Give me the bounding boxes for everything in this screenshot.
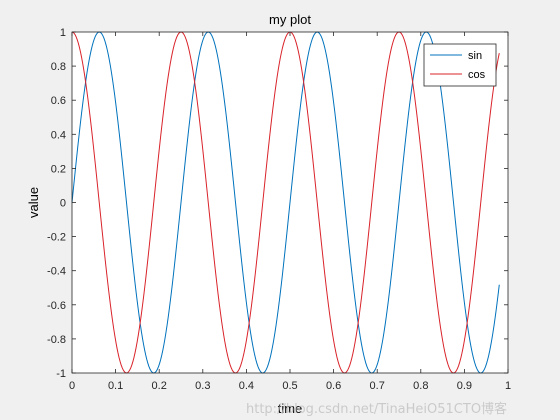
y-tick-label: 0 [60, 198, 66, 210]
y-tick-label: -0.6 [47, 300, 66, 312]
y-tick-label: -0.2 [47, 232, 66, 244]
series-line-sin [71, 31, 500, 374]
y-tick-label: 0.8 [51, 61, 66, 73]
chart-title: my plot [269, 12, 311, 27]
y-tick-label: 1 [60, 27, 66, 39]
plot-lines [71, 31, 500, 374]
x-tick-label: 0.9 [457, 380, 472, 392]
x-tick-label: 0.8 [413, 380, 428, 392]
x-tick-label: 0.6 [326, 380, 341, 392]
legend-label-cos: cos [468, 69, 486, 81]
y-tick-label: 0.2 [51, 163, 66, 175]
y-axis-label: value [26, 187, 41, 218]
legend-label-sin: sin [468, 50, 482, 62]
x-tick-label: 0.2 [152, 380, 167, 392]
legend[interactable]: sin cos [423, 43, 497, 87]
x-tick-label: 1 [505, 380, 511, 392]
legend-box [423, 43, 497, 87]
x-axis-label: time [278, 401, 303, 416]
x-tick-label: 0.3 [195, 380, 210, 392]
series-line-cos [71, 31, 500, 374]
x-tick-label: 0.7 [370, 380, 385, 392]
y-tick-label: -0.8 [47, 334, 66, 346]
y-tick-label: -1 [56, 368, 66, 380]
y-tick-label: 0.6 [51, 95, 66, 107]
x-tick-label: 0.5 [282, 380, 297, 392]
watermark: http://blog.csdn.net/TinaHeiO51CTO博客 [246, 402, 508, 417]
x-tick-label: 0.4 [239, 380, 254, 392]
x-tick-label: 0.1 [108, 380, 123, 392]
y-tick-label: -0.4 [47, 266, 66, 278]
axis-ticks: 0 0.1 0.2 0.3 0.4 0.5 0.6 0.7 0.8 0.9 1 -1 -0.8 -0.6 -… [47, 27, 511, 392]
x-tick-label: 0 [69, 380, 75, 392]
y-tick-label: 0.4 [51, 129, 66, 141]
